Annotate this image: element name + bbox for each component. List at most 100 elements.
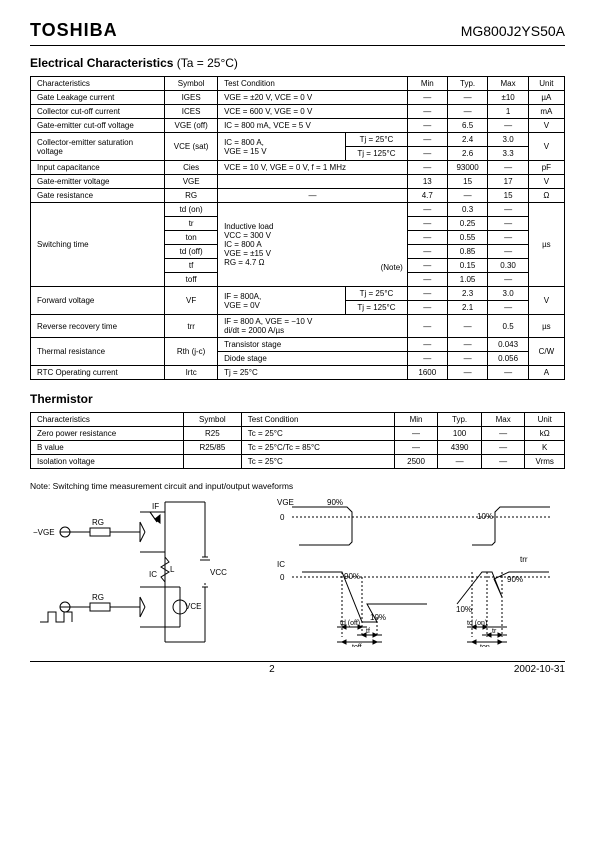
- cell: —: [407, 203, 447, 217]
- label: RG: [92, 593, 104, 602]
- label: 0: [280, 513, 285, 522]
- brand-logo: TOSHIBA: [30, 20, 118, 41]
- table-row: Gate resistanceRG—4.7—15Ω: [31, 189, 565, 203]
- cell: Collector cut-off current: [31, 105, 165, 119]
- cell: —: [438, 455, 482, 469]
- sec1-cond: (Ta = 25°C): [177, 56, 238, 70]
- cell: 2.6: [447, 147, 488, 161]
- cell: 13: [407, 175, 447, 189]
- cell: Tj = 25°C: [218, 366, 408, 380]
- cell: mA: [528, 105, 564, 119]
- cell: VF: [165, 287, 218, 315]
- col-char: Characteristics: [31, 77, 165, 91]
- col-unit: Unit: [525, 413, 565, 427]
- label: tf: [366, 628, 370, 635]
- col-testcond: Test Condition: [218, 77, 408, 91]
- cell: VGE (off): [165, 119, 218, 133]
- cell: Tc = 25°C: [241, 427, 394, 441]
- cell: —: [481, 427, 525, 441]
- table-row: Gate-emitter voltageVGE131517V: [31, 175, 565, 189]
- cell: —: [488, 273, 528, 287]
- cell: 100: [438, 427, 482, 441]
- col-min: Min: [407, 77, 447, 91]
- col-max: Max: [488, 77, 528, 91]
- col-char: Characteristics: [31, 413, 184, 427]
- cell: —: [394, 427, 438, 441]
- cell: RG: [165, 189, 218, 203]
- cell: Gate-emitter cut-off voltage: [31, 119, 165, 133]
- footer-date: 2002-10-31: [514, 664, 565, 675]
- table-row: Isolation voltageTc = 25°C2500——Vrms: [31, 455, 565, 469]
- page-number: 2: [269, 664, 275, 675]
- cell: 15: [488, 189, 528, 203]
- table-row: Collector cut-off currentICESVCE = 600 V…: [31, 105, 565, 119]
- table-row: Switching timetd (on)Inductive load VCC …: [31, 203, 565, 217]
- col-testcond: Test Condition: [241, 413, 394, 427]
- cell: A: [528, 366, 564, 380]
- cell: —: [488, 161, 528, 175]
- label: ton: [480, 644, 490, 647]
- cell: C/W: [528, 338, 564, 366]
- cell: VGE = ±20 V, VCE = 0 V: [218, 91, 408, 105]
- cell: Gate Leakage current: [31, 91, 165, 105]
- cell: —: [488, 217, 528, 231]
- table-row: Forward voltageVFIF = 800A, VGE = 0VTj =…: [31, 287, 565, 301]
- cell: —: [447, 315, 488, 338]
- cell: Cies: [165, 161, 218, 175]
- cell: [218, 175, 408, 189]
- cond-text: Inductive load VCC = 300 V IC = 800 A VG…: [224, 222, 273, 267]
- cell: Gate resistance: [31, 189, 165, 203]
- cell: —: [407, 352, 447, 366]
- table-row: Input capacitanceCiesVCE = 10 V, VGE = 0…: [31, 161, 565, 175]
- cell: 2.4: [447, 133, 488, 147]
- cell: IC = 800 A, VGE = 15 V: [218, 133, 346, 161]
- circuit-diagram: RG −VGE IF IC L VCC VCE RG: [30, 497, 260, 647]
- label: IF: [152, 502, 159, 511]
- cell: —: [394, 441, 438, 455]
- cell: 1.05: [447, 273, 488, 287]
- cell: —: [407, 217, 447, 231]
- note-ref: (Note): [381, 263, 403, 272]
- table-row: Gate Leakage currentIGESVGE = ±20 V, VCE…: [31, 91, 565, 105]
- cell: —: [488, 203, 528, 217]
- cell: Rth (j-c): [165, 338, 218, 366]
- cell: —: [407, 301, 447, 315]
- cell: Irtc: [165, 366, 218, 380]
- cell: —: [488, 245, 528, 259]
- col-min: Min: [394, 413, 438, 427]
- cell: Isolation voltage: [31, 455, 184, 469]
- cell: 0.30: [488, 259, 528, 273]
- electrical-characteristics-table: Characteristics Symbol Test Condition Mi…: [30, 76, 565, 380]
- label: 0: [280, 573, 285, 582]
- col-typ: Typ.: [438, 413, 482, 427]
- cell: tr: [165, 217, 218, 231]
- cell: Vrms: [525, 455, 565, 469]
- part-number: MG800J2YS50A: [461, 23, 565, 39]
- cell: 2500: [394, 455, 438, 469]
- cell: —: [488, 301, 528, 315]
- table-row: RTC Operating currentIrtcTj = 25°C1600——…: [31, 366, 565, 380]
- cell: R25: [184, 427, 242, 441]
- cell: Collector-emitter saturation voltage: [31, 133, 165, 161]
- label: −VGE: [33, 528, 55, 537]
- cell: Forward voltage: [31, 287, 165, 315]
- cell: —: [447, 338, 488, 352]
- cell: —: [447, 189, 488, 203]
- label: 10%: [370, 613, 386, 622]
- cell: —: [447, 366, 488, 380]
- cell: —: [481, 455, 525, 469]
- label: 10%: [477, 512, 493, 521]
- cell: µA: [528, 91, 564, 105]
- sec1-title-text: Electrical Characteristics: [30, 56, 173, 70]
- cell: —: [488, 231, 528, 245]
- cell: IGES: [165, 91, 218, 105]
- cell: VGE: [165, 175, 218, 189]
- cell: —: [407, 231, 447, 245]
- cell: V: [528, 119, 564, 133]
- waveform-diagram: VGE 0 90% 10% IC 0 90% 10% 10% 90% trr t…: [272, 497, 562, 647]
- label: VGE: [277, 498, 294, 507]
- table-header: Characteristics Symbol Test Condition Mi…: [31, 413, 565, 427]
- label: tr: [492, 628, 497, 635]
- cell: 4.7: [407, 189, 447, 203]
- label: IC: [149, 570, 157, 579]
